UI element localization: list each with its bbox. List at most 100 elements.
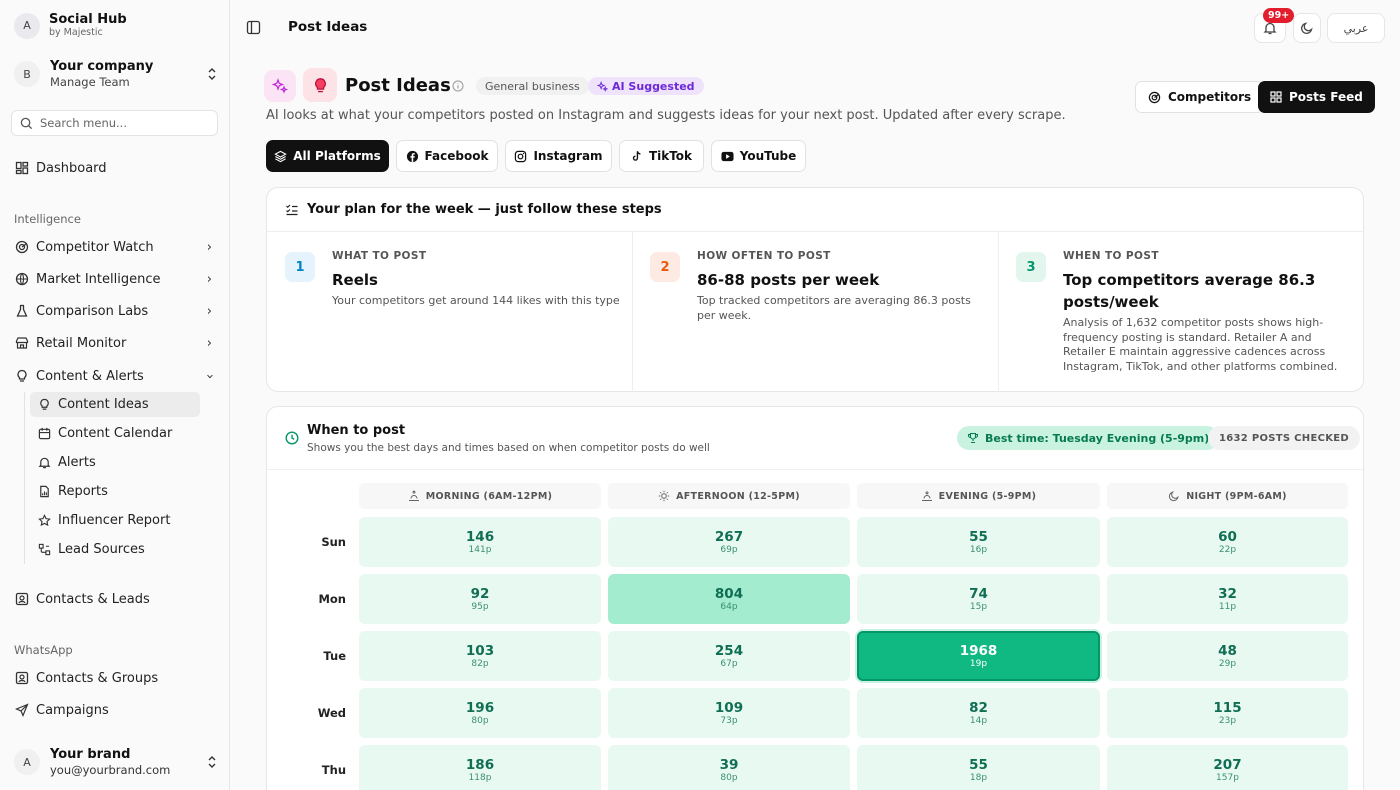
heatmap-cell[interactable]: 186 118p [359,745,601,790]
company-name: Your company [50,59,154,74]
nav-contacts-leads-label: Contacts & Leads [36,591,150,607]
checklist-icon [286,204,298,215]
company-sub: Manage Team [50,75,130,89]
tab-facebook[interactable]: Facebook [396,140,498,172]
submenu-guide [24,392,25,564]
lightbulb-icon [39,398,49,410]
heatmap-cell[interactable]: 39 80p [608,745,850,790]
info-icon[interactable] [452,80,464,92]
nav-content-calendar[interactable]: Content Calendar [30,421,200,446]
heatmap-cell[interactable]: 74 15p [857,574,1100,624]
search-input[interactable] [40,116,210,130]
plan-title: Your plan for the week — just follow the… [307,202,662,217]
nav-campaigns[interactable]: Campaigns [14,697,218,723]
nav-market-intelligence[interactable]: Market Intelligence › [14,266,218,292]
nav-lead-sources[interactable]: Lead Sources [30,537,200,562]
heatmap-cell[interactable]: 109 73p [608,688,850,738]
step-label: WHEN TO POST [1063,250,1159,262]
network-icon [38,543,50,556]
chevron-right-icon: › [206,271,212,287]
tab-youtube[interactable]: YouTube [711,140,806,172]
cell-posts: 157p [1216,772,1239,783]
company-avatar: B [14,61,40,87]
company-switcher[interactable]: B Your company Manage Team [14,56,218,92]
competitors-button[interactable]: Competitors [1135,81,1265,113]
posts-feed-label: Posts Feed [1289,90,1363,104]
language-button[interactable]: عربي [1327,13,1385,43]
chevron-right-icon: › [206,303,212,319]
heatmap-cell[interactable]: 1968 19p [857,631,1100,681]
heatmap-cell[interactable]: 207 157p [1107,745,1348,790]
bell-icon [1263,22,1277,35]
heatmap-cell[interactable]: 55 18p [857,745,1100,790]
brand[interactable]: A Social Hub by Majestic [14,12,127,39]
column-afternoon: AFTERNOON (12-5PM) [608,483,850,509]
heatmap-cell[interactable]: 115 23p [1107,688,1348,738]
nav-alerts[interactable]: Alerts [30,450,200,475]
nav-content-alerts[interactable]: Content & Alerts › [14,363,218,389]
nav-content-ideas[interactable]: Content Ideas [30,392,200,417]
sidebar-toggle-icon[interactable] [246,20,261,35]
column-evening-label: EVENING (5-9PM) [938,490,1037,502]
heatmap-cell[interactable]: 267 69p [608,517,850,567]
step-description: Your competitors get around 144 likes wi… [332,294,620,307]
contact-card-icon [15,592,29,606]
heatmap-cell[interactable]: 804 64p [608,574,850,624]
nav-contacts-groups-label: Contacts & Groups [36,670,159,686]
user-email: you@yourbrand.com [50,763,171,777]
search-menu [11,110,218,136]
nav-contacts-leads[interactable]: Contacts & Leads [14,586,218,612]
cell-posts: 15p [969,601,988,612]
nav-reports[interactable]: Reports [30,479,200,504]
user-menu[interactable]: A Your brand you@yourbrand.com [14,744,218,780]
sunset-icon [921,491,932,501]
heatmap-cell[interactable]: 60 22p [1107,517,1348,567]
day-label: Mon [318,592,346,606]
cell-value: 804 [714,585,744,602]
heatmap-cell[interactable]: 103 82p [359,631,601,681]
nav-retail-monitor[interactable]: Retail Monitor › [14,330,218,356]
radar-icon [1148,91,1161,103]
page-title: Post Ideas [345,75,451,96]
heatmap-cell[interactable]: 82 14p [857,688,1100,738]
clock-icon [285,431,299,445]
cell-posts: 141p [468,544,492,555]
competitors-label: Competitors [1168,90,1252,104]
posts-feed-button[interactable]: Posts Feed [1258,81,1375,113]
tab-instagram[interactable]: Instagram [505,140,612,172]
cell-value: 74 [969,585,988,602]
nav-comparison-labs[interactable]: Comparison Labs › [14,298,218,324]
heatmap-cell[interactable]: 196 80p [359,688,601,738]
page-subtitle: AI looks at what your competitors posted… [266,108,1066,123]
cell-value: 48 [1218,642,1237,659]
tab-facebook-label: Facebook [424,149,489,163]
nav-influencer-report[interactable]: Influencer Report [30,508,200,533]
cell-posts: 82p [471,658,489,669]
sparkles-icon [597,80,608,92]
heatmap-cell[interactable]: 146 141p [359,517,601,567]
heatmap-cell[interactable]: 48 29p [1107,631,1348,681]
sparkles-icon [272,78,288,94]
step-description: Top tracked competitors are averaging 86… [697,294,971,322]
step-label: HOW OFTEN TO POST [697,250,831,262]
cell-posts: 22p [1218,544,1237,555]
theme-toggle-button[interactable] [1293,13,1321,43]
heatmap-cell[interactable]: 55 16p [857,517,1100,567]
tab-tiktok[interactable]: TikTok [619,140,704,172]
nav-dashboard[interactable]: Dashboard [14,155,218,181]
heatmap-cell[interactable]: 92 95p [359,574,601,624]
nav-competitor-watch[interactable]: Competitor Watch › [14,234,218,260]
tab-all-platforms[interactable]: All Platforms [266,140,389,172]
cell-value: 254 [714,642,744,659]
chevron-right-icon: › [206,335,212,351]
cell-posts: 80p [720,772,738,783]
nav-campaigns-label: Campaigns [36,702,109,718]
lightbulb-icon [314,77,326,92]
heatmap-cell[interactable]: 32 11p [1107,574,1348,624]
nav-contacts-groups[interactable]: Contacts & Groups [14,665,218,691]
heatmap-cell[interactable]: 254 67p [608,631,850,681]
nav-dashboard-label: Dashboard [36,160,107,176]
column-afternoon-label: AFTERNOON (12-5PM) [676,490,800,502]
chevron-down-icon: › [201,373,217,379]
step-divider [998,232,999,392]
